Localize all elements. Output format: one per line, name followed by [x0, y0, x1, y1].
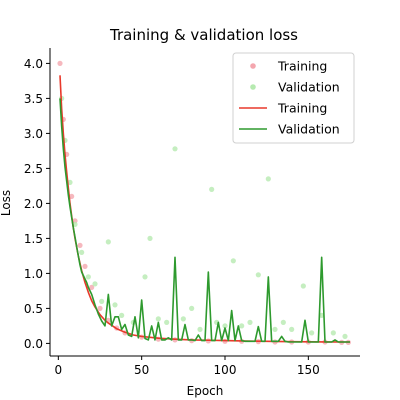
data-point-validation [239, 323, 244, 328]
legend-label: Validation [278, 80, 340, 95]
y-tick-label: 0.5 [24, 302, 43, 316]
y-tick-label: 2.0 [24, 197, 43, 211]
data-point-validation [197, 327, 202, 332]
x-ticks: 0 50 100 150 [55, 356, 320, 377]
data-point-validation [142, 274, 147, 279]
data-point-validation [342, 334, 347, 339]
data-point-validation [272, 327, 277, 332]
data-point-validation [301, 283, 306, 288]
legend-marker [250, 63, 256, 69]
y-axis-label: Loss [0, 190, 13, 216]
y-tick-label: 1.0 [24, 267, 43, 281]
data-point-validation [164, 320, 169, 325]
x-tick-label: 100 [214, 363, 237, 377]
data-point-validation [181, 316, 186, 321]
y-tick-label: 3.0 [24, 127, 43, 141]
data-point-validation [256, 272, 261, 277]
legend-label: Training [277, 59, 327, 74]
data-point-training [57, 61, 62, 66]
data-point-validation [79, 250, 84, 255]
legend: Training Validation Training Validation [233, 53, 354, 143]
data-point-training [97, 306, 102, 311]
data-point-training [77, 243, 82, 248]
data-point-validation [92, 281, 97, 286]
x-tick-label: 50 [134, 363, 149, 377]
data-point-validation [112, 302, 117, 307]
data-point-validation [99, 299, 104, 304]
y-tick-label: 0.0 [24, 337, 43, 351]
data-point-validation [119, 313, 124, 318]
data-point-validation [209, 187, 214, 192]
legend-label: Training [277, 101, 327, 116]
data-point-validation [266, 176, 271, 181]
data-point-validation [106, 239, 111, 244]
x-axis-label: Epoch [187, 384, 224, 398]
data-point-validation [147, 236, 152, 241]
chart-title: Training & validation loss [109, 26, 298, 44]
y-tick-label: 2.5 [24, 162, 43, 176]
y-tick-label: 4.0 [24, 57, 43, 71]
data-point-validation [309, 330, 314, 335]
data-point-validation [289, 327, 294, 332]
data-point-validation [231, 258, 236, 263]
legend-label: Validation [278, 122, 340, 137]
y-tick-label: 3.5 [24, 92, 43, 106]
x-tick-label: 150 [297, 363, 320, 377]
data-point-validation [156, 316, 161, 321]
x-tick-label: 0 [55, 363, 63, 377]
data-point-validation [172, 146, 177, 151]
data-point-validation [247, 320, 252, 325]
data-point-validation [331, 330, 336, 335]
data-point-validation [86, 274, 91, 279]
y-tick-label: 1.5 [24, 232, 43, 246]
y-ticks: 0.0 0.5 1.0 1.5 2.0 2.5 3.0 3.5 4.0 [24, 57, 50, 351]
data-point-validation [189, 306, 194, 311]
data-point-validation [281, 320, 286, 325]
data-point-training [82, 264, 87, 269]
legend-marker [250, 84, 256, 90]
